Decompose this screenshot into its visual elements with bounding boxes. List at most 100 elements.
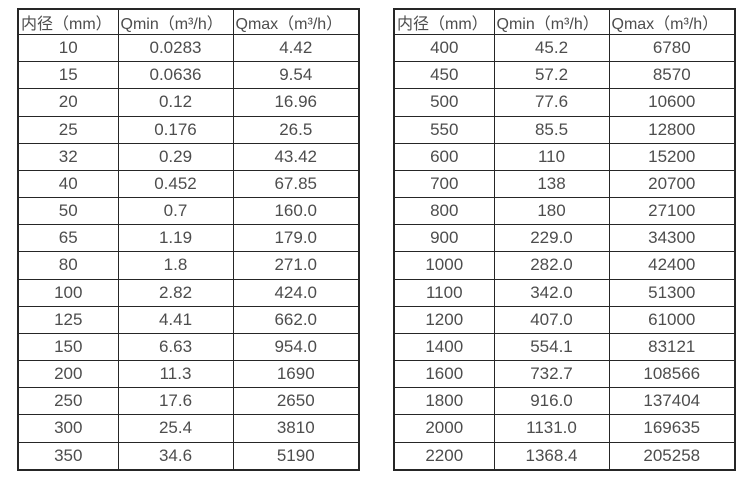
table-row: 1400 554.1 83121 [393,332,736,362]
table-cell: 85.5 [493,115,610,144]
table-row: 500 77.6 10600 [393,88,736,117]
column-header: Qmin（m³/h） [493,8,610,35]
table-cell: 10600 [608,88,736,117]
table-row: 400 45.2 6780 [393,33,736,63]
table-cell: 150 [17,332,119,362]
table-row: 25 0.176 26.5 [17,115,360,144]
table-cell: 954.0 [232,332,360,362]
table-row: 250 17.6 2650 [17,387,360,416]
table-cell: 108566 [608,360,736,389]
table-cell: 50 [17,197,119,226]
column-header: Qmax（m³/h） [608,8,736,35]
column-header: Qmin（m³/h） [117,8,234,35]
table-cell: 83121 [608,332,736,362]
table-cell: 342.0 [493,278,610,307]
table-cell: 1000 [393,251,495,280]
column-header: 内径（mm） [393,8,495,35]
table-cell: 61000 [608,305,736,334]
table-cell: 732.7 [493,360,610,389]
table-row: 900 229.0 34300 [393,224,736,253]
table-cell: 32 [17,142,119,171]
table-cell: 138 [493,169,610,199]
table-row: 65 1.19 179.0 [17,224,360,253]
table-row: 50 0.7 160.0 [17,197,360,226]
flow-rate-table-small-diameters: 内径（mm） Qmin（m³/h） Qmax（m³/h） 10 0.0283 4.42 15… [17,8,360,471]
table-cell: 600 [393,142,495,171]
table-cell: 700 [393,169,495,199]
table-cell: 916.0 [493,387,610,416]
table-cell: 43.42 [232,142,360,171]
table-cell: 169635 [608,414,736,443]
table-cell: 6.63 [117,332,234,362]
table-cell: 282.0 [493,251,610,280]
table-cell: 15 [17,61,119,90]
table-cell: 229.0 [493,224,610,253]
table-cell: 27100 [608,197,736,226]
table-row: 32 0.29 43.42 [17,142,360,171]
table-cell: 11.3 [117,360,234,389]
table-cell: 350 [17,441,119,471]
column-header: 内径（mm） [17,8,119,35]
table-cell: 4.42 [232,33,360,63]
header-row: 内径（mm） Qmin（m³/h） Qmax（m³/h） [17,8,360,35]
table-row: 1600 732.7 108566 [393,360,736,389]
table-cell: 205258 [608,441,736,471]
table-cell: 10 [17,33,119,63]
table-cell: 1800 [393,387,495,416]
table-cell: 1600 [393,360,495,389]
table-cell: 180 [493,197,610,226]
table-row: 350 34.6 5190 [17,441,360,471]
table-cell: 1100 [393,278,495,307]
table-cell: 1400 [393,332,495,362]
table-row: 1000 282.0 42400 [393,251,736,280]
flow-rate-table-large-diameters: 内径（mm） Qmin（m³/h） Qmax（m³/h） 400 45.2 6780 450… [393,8,736,471]
table-cell: 67.85 [232,169,360,199]
table-cell: 1.8 [117,251,234,280]
table-cell: 0.0283 [117,33,234,63]
table-cell: 407.0 [493,305,610,334]
table-row: 125 4.41 662.0 [17,305,360,334]
table-row: 10 0.0283 4.42 [17,33,360,63]
table-cell: 51300 [608,278,736,307]
header-row: 内径（mm） Qmin（m³/h） Qmax（m³/h） [393,8,736,35]
table-cell: 34300 [608,224,736,253]
table-cell: 6780 [608,33,736,63]
table-row: 200 11.3 1690 [17,360,360,389]
table-cell: 57.2 [493,61,610,90]
table-cell: 179.0 [232,224,360,253]
table-cell: 200 [17,360,119,389]
table-cell: 80 [17,251,119,280]
table-cell: 1200 [393,305,495,334]
table-cell: 0.7 [117,197,234,226]
table-row: 300 25.4 3810 [17,414,360,443]
table-cell: 5190 [232,441,360,471]
table-cell: 160.0 [232,197,360,226]
table-row: 550 85.5 12800 [393,115,736,144]
table-cell: 450 [393,61,495,90]
table-cell: 2650 [232,387,360,416]
table-cell: 271.0 [232,251,360,280]
table-row: 1800 916.0 137404 [393,387,736,416]
table-cell: 125 [17,305,119,334]
table-cell: 2000 [393,414,495,443]
table-row: 800 180 27100 [393,197,736,226]
table-cell: 20 [17,88,119,117]
table-cell: 8570 [608,61,736,90]
table-row: 100 2.82 424.0 [17,278,360,307]
table-cell: 26.5 [232,115,360,144]
table-cell: 1.19 [117,224,234,253]
table-cell: 16.96 [232,88,360,117]
table-cell: 45.2 [493,33,610,63]
table-cell: 250 [17,387,119,416]
table-cell: 137404 [608,387,736,416]
table-cell: 1131.0 [493,414,610,443]
table-cell: 1368.4 [493,441,610,471]
table-row: 1100 342.0 51300 [393,278,736,307]
table-cell: 4.41 [117,305,234,334]
table-cell: 110 [493,142,610,171]
table-row: 2000 1131.0 169635 [393,414,736,443]
table-cell: 3810 [232,414,360,443]
table-cell: 554.1 [493,332,610,362]
table-cell: 424.0 [232,278,360,307]
table-cell: 0.176 [117,115,234,144]
